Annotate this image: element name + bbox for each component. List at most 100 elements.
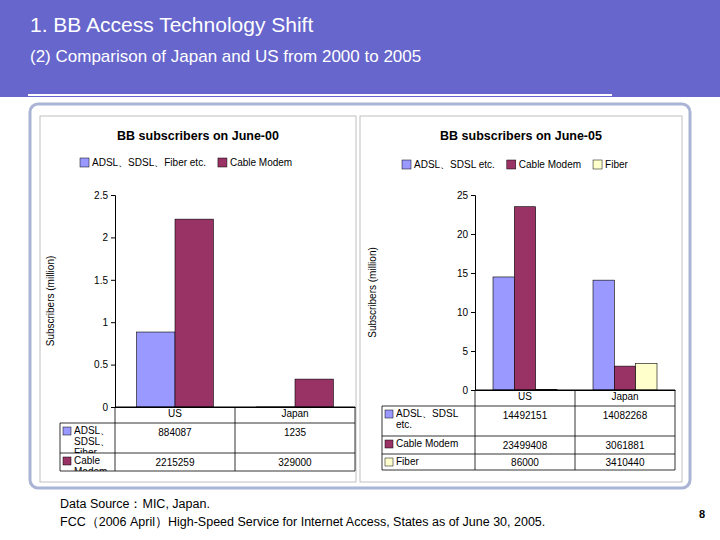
table-row-label: ADSL、SDSL etc. <box>396 408 473 436</box>
tick-label: 0.5 <box>94 359 108 370</box>
table-swatch <box>63 427 71 435</box>
bar <box>593 280 614 390</box>
tick-label: Japan <box>281 408 308 419</box>
y-tick: 2.5 <box>94 190 115 201</box>
table-rule <box>115 407 116 471</box>
data-label: 14082268 <box>603 410 648 421</box>
y-tick: 0.5 <box>94 359 115 370</box>
legend-label: Fiber <box>605 159 628 170</box>
data-table: ADSL、SDSL、Fiber etc.8840871235Cable Mode… <box>60 407 355 471</box>
legend-swatch <box>402 160 411 169</box>
legend-swatch <box>593 160 602 169</box>
data-table: ADSL、SDSL etc.1449215114082268Cable Mode… <box>382 390 675 470</box>
bar <box>493 277 514 390</box>
bar <box>175 219 213 407</box>
row-label-text: Cable Modem <box>74 455 113 471</box>
chart: BB subscribers on June-050510152025Subsc… <box>360 116 682 482</box>
y-tick: 2 <box>102 232 115 243</box>
table-rule <box>60 423 355 424</box>
y-tick: 10 <box>457 307 475 318</box>
legend: ADSL、SDSL、Fiber etc. Cable Modem <box>80 157 292 168</box>
tick-mark <box>471 390 475 391</box>
legend-item: Cable Modem <box>218 157 292 168</box>
bar <box>295 379 333 407</box>
legend: ADSL、SDSL etc.Cable ModemFiber <box>402 159 629 170</box>
slide: 1. BB Access Technology Shift(2) Compari… <box>0 0 720 540</box>
legend-swatch <box>218 158 227 167</box>
data-label: 23499408 <box>503 440 548 451</box>
tick-mark <box>111 237 115 238</box>
table-rule <box>382 406 675 407</box>
axis-line <box>476 390 676 391</box>
axis-line <box>111 196 116 408</box>
data-label: 2215259 <box>156 457 195 468</box>
y-tick: 20 <box>457 229 475 240</box>
source-note: Data Source：MIC, Japan. <box>60 497 210 511</box>
tick-mark <box>111 365 115 366</box>
y-tick: 1 <box>102 317 115 328</box>
legend-swatch <box>80 158 89 167</box>
table-row-label: ADSL、SDSL、Fiber etc. <box>74 425 113 453</box>
source-note: FCC（2006 April）High-Speed Service for In… <box>60 515 545 529</box>
table-row-label: Fiber <box>396 456 473 470</box>
data-label: 1235 <box>284 427 307 438</box>
tick-label: 0 <box>102 402 108 413</box>
tick-mark <box>471 195 475 196</box>
legend-swatch <box>507 160 516 169</box>
tick-label: US <box>518 391 532 402</box>
y-tick: 25 <box>457 190 475 201</box>
tick-label: 20 <box>457 229 469 240</box>
data-label: 329000 <box>278 457 312 468</box>
y-tick: 15 <box>457 268 475 279</box>
table-swatch <box>385 410 393 418</box>
chart: BB subscribers on June-00 0 0.5 1 1.5 2 2.5 Sub… <box>40 116 356 482</box>
table-rule <box>60 453 355 454</box>
tick-mark <box>471 234 475 235</box>
slide-title: 1. BB Access Technology Shift <box>30 13 313 36</box>
table-rule <box>382 406 383 470</box>
legend-label: ADSL、SDSL、Fiber etc. <box>92 157 206 168</box>
tick-mark <box>111 280 115 281</box>
chart-title: BB subscribers on June-00 <box>117 129 279 143</box>
tick-label: 1 <box>102 317 108 328</box>
table-swatch <box>385 458 393 466</box>
table-rule <box>355 407 356 471</box>
y-tick: 1.5 <box>94 275 115 286</box>
table-rule <box>475 390 476 470</box>
legend-item: ADSL、SDSL、Fiber etc. <box>80 157 206 168</box>
tick-label: US <box>168 408 182 419</box>
tick-mark <box>111 407 115 408</box>
x-tick: Japan <box>281 407 308 419</box>
tick-mark <box>111 322 115 323</box>
bar <box>636 363 657 390</box>
data-label: 3410440 <box>606 457 645 468</box>
x-tick: US <box>518 390 532 402</box>
table-swatch <box>63 457 71 465</box>
bars <box>137 219 334 407</box>
tick-label: 10 <box>457 307 469 318</box>
axis-line <box>116 407 356 408</box>
tick-label: 25 <box>457 190 469 201</box>
y-tick: 5 <box>462 346 475 357</box>
data-label: 14492151 <box>503 410 548 421</box>
bars <box>493 207 657 390</box>
y-axis-title: Subscribers (million) <box>45 256 56 347</box>
tick-label: 2.5 <box>94 190 108 201</box>
row-label-text: ADSL、SDSL、Fiber etc. <box>74 425 113 453</box>
table-rule <box>235 407 236 471</box>
axis-line <box>471 196 476 391</box>
row-label-text: ADSL、SDSL etc. <box>396 408 473 430</box>
table-rule <box>60 423 61 471</box>
tick-label: 5 <box>462 346 468 357</box>
legend-label: Cable Modem <box>230 157 292 168</box>
header-rule <box>28 94 612 96</box>
chart-panel <box>360 116 682 482</box>
tick-label: 0 <box>462 385 468 396</box>
data-label: 86000 <box>511 457 539 468</box>
bar <box>514 207 535 390</box>
tick-mark <box>471 273 475 274</box>
data-label: 3061881 <box>606 440 645 451</box>
legend-label: Cable Modem <box>519 159 581 170</box>
table-rule <box>382 454 675 455</box>
y-axis: 0 5 10 15 20 25 <box>457 190 476 396</box>
